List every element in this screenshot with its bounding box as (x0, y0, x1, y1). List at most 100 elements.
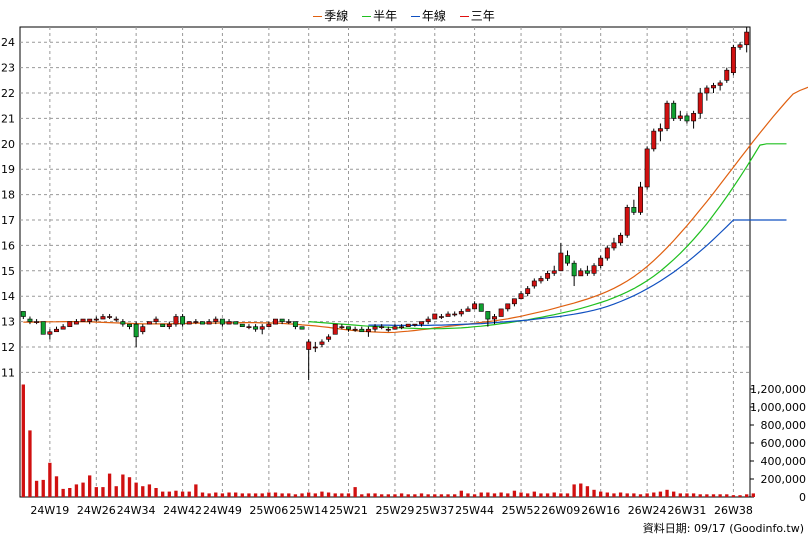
candle-body (365, 328, 371, 333)
volume-bar (220, 493, 225, 497)
x-tick-label: 24W26 (77, 504, 116, 517)
volume-bar (247, 493, 251, 497)
volume-bar (625, 493, 629, 497)
volume-bar (234, 492, 238, 497)
candle-body (565, 255, 570, 264)
volume-bar (745, 494, 749, 497)
price-tick-label: 14 (1, 290, 15, 303)
volume-tick-label: 400,000 (761, 455, 807, 468)
candle-body (166, 323, 172, 327)
legend-swatch (362, 16, 372, 17)
candle-body (273, 318, 278, 325)
candle-body (40, 321, 46, 335)
candle-body (200, 321, 205, 325)
volume-bar (141, 486, 145, 497)
volume-bar (672, 491, 676, 497)
candle-body (558, 252, 564, 272)
volume-bar (466, 493, 470, 497)
price-tick-label: 20 (1, 138, 15, 151)
volume-bar (41, 479, 45, 497)
volume-bar (154, 488, 158, 497)
volume-bar (479, 492, 483, 497)
volume-bar (459, 490, 463, 497)
candle-body (472, 303, 478, 310)
candle-body (505, 303, 511, 310)
candle-body (445, 313, 451, 317)
volume-bar (738, 495, 742, 497)
candle-body (432, 313, 438, 320)
candle-body (27, 318, 33, 322)
ma-line (23, 86, 808, 334)
x-tick-label: 25W37 (415, 504, 454, 517)
candle-body (54, 328, 59, 333)
volume-bar (552, 492, 556, 497)
volume-bar (632, 493, 636, 497)
candle-body (518, 293, 524, 300)
volume-bar (453, 494, 457, 497)
x-tick-label: 26W38 (714, 504, 753, 517)
candle-body (206, 321, 212, 325)
price-tick-label: 15 (1, 265, 15, 278)
volume-bar (638, 494, 643, 497)
candle-body (684, 115, 690, 122)
data-date-label: 資料日期: 09/17 (Goodinfo.tw) (642, 522, 804, 535)
volume-bar (446, 494, 450, 497)
candle-body (704, 87, 710, 94)
volume-bar (592, 489, 596, 497)
candle-body (47, 331, 53, 335)
candle-body (465, 308, 471, 312)
candle-body (299, 326, 305, 330)
price-tick-label: 21 (1, 112, 15, 125)
volume-bar (200, 492, 205, 497)
volume-bar (565, 493, 570, 497)
legend-swatch (459, 16, 469, 17)
volume-bar (506, 493, 510, 497)
volume-bar (48, 462, 52, 497)
candle-body (226, 321, 232, 325)
candle-body (598, 257, 604, 267)
volume-bar (340, 493, 344, 497)
candle-body (372, 326, 378, 330)
volume-bar (280, 493, 284, 497)
x-tick-label: 25W52 (502, 504, 541, 517)
volume-bar (61, 488, 65, 497)
volume-bar (214, 492, 218, 497)
volume-bar (725, 494, 729, 497)
volume-bar (718, 494, 722, 497)
volume-bar (698, 494, 702, 497)
volume-tick-label: 800,000 (761, 419, 807, 432)
volume-bar (572, 484, 576, 497)
legend-swatch (313, 16, 323, 17)
candle-body (525, 288, 531, 294)
candle-body (697, 92, 703, 114)
candle-body (538, 278, 544, 282)
volume-bar (678, 493, 682, 497)
volume-bar (751, 493, 755, 497)
candle-body (405, 323, 411, 327)
volume-bar (180, 491, 185, 497)
candle-body (604, 247, 610, 259)
candle-body (346, 326, 351, 330)
x-tick-label: 25W21 (329, 504, 368, 517)
candle-body (591, 265, 597, 274)
volume-bar (287, 493, 291, 497)
candle-body (34, 321, 40, 323)
candle-body (624, 207, 630, 236)
candle-body (724, 69, 730, 81)
volume-bar (652, 492, 656, 497)
volume-bar (260, 493, 264, 497)
volume-bar (665, 489, 669, 497)
volume-bar (253, 493, 258, 497)
volume-bar (227, 492, 231, 497)
volume-bar (293, 494, 298, 497)
candle-body (458, 311, 464, 315)
volume-bar (645, 493, 649, 497)
volume-bar (519, 492, 523, 497)
volume-bar (54, 476, 59, 497)
candle-body (312, 346, 318, 349)
volume-bar (68, 488, 72, 497)
volume-bar (101, 487, 105, 497)
volume-bar (486, 492, 490, 497)
candle-body (326, 336, 332, 340)
volume-bar (419, 493, 424, 497)
